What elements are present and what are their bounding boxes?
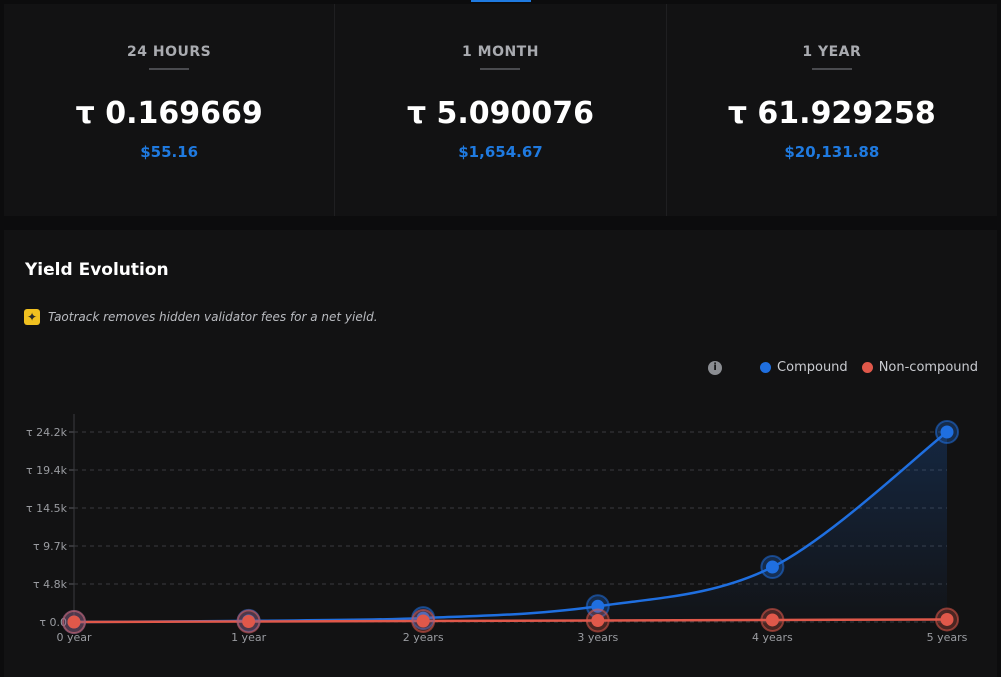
stat-card-24-hours: 24 HOURS τ 0.169669 $55.16 xyxy=(4,4,336,216)
compound-point xyxy=(940,425,954,439)
stat-usd: $55.16 xyxy=(140,143,199,161)
noncompound-point xyxy=(67,615,81,629)
compound-point xyxy=(765,560,779,574)
chart-legend: i Compound Non-compound xyxy=(708,360,978,375)
x-tick-label: 5 years xyxy=(927,631,968,644)
yield-stats: 24 HOURS τ 0.169669 $55.16 1 MONTH τ 5.0… xyxy=(4,4,997,216)
compound-area xyxy=(74,432,947,622)
x-tick-label: 3 years xyxy=(577,631,618,644)
x-tick-label: 0 year xyxy=(56,631,92,644)
stat-usd: $1,654.67 xyxy=(458,143,543,161)
x-tick-label: 4 years xyxy=(752,631,793,644)
magic-wand-icon: ✦ xyxy=(24,309,40,325)
stat-label: 24 HOURS xyxy=(127,44,212,60)
noncompound-point xyxy=(591,613,605,627)
stat-usd: $20,131.88 xyxy=(784,143,880,161)
stat-label: 1 MONTH xyxy=(462,44,539,60)
stat-value: τ 61.929258 xyxy=(727,96,936,131)
y-tick-label: τ 19.4k xyxy=(26,464,68,477)
yield-evolution-panel: Yield Evolution ✦ Taotrack removes hidde… xyxy=(4,230,997,677)
y-tick-label: τ 9.7k xyxy=(33,540,68,553)
y-tick-label: τ 24.2k xyxy=(26,426,68,439)
stat-value: τ 0.169669 xyxy=(75,96,263,131)
legend-noncompound-label: Non-compound xyxy=(878,360,978,375)
noncompound-series-line xyxy=(73,618,948,624)
x-tick-label: 1 year xyxy=(231,631,267,644)
y-tick-label: τ 4.8k xyxy=(33,578,68,591)
noncompound-point xyxy=(416,614,430,628)
active-tab-indicator xyxy=(471,0,531,2)
stat-card-1-year: 1 YEAR τ 61.929258 $20,131.88 xyxy=(666,4,997,216)
stat-divider xyxy=(480,68,521,70)
stat-divider xyxy=(149,68,190,70)
legend-noncompound[interactable]: Non-compound xyxy=(861,360,978,375)
compound-dot-icon xyxy=(760,362,772,373)
noncompound-point xyxy=(765,613,779,627)
noncompound-point xyxy=(940,612,954,626)
y-tick-label: τ 14.5k xyxy=(26,502,68,515)
note-text: Taotrack removes hidden validator fees f… xyxy=(48,310,378,324)
legend-compound-label: Compound xyxy=(777,360,848,375)
stat-value: τ 5.090076 xyxy=(406,96,595,131)
panel-title: Yield Evolution xyxy=(25,260,169,280)
legend-compound[interactable]: Compound xyxy=(760,360,848,375)
stat-card-1-month: 1 MONTH τ 5.090076 $1,654.67 xyxy=(335,4,667,216)
y-tick-label: τ 0.0 xyxy=(39,616,67,629)
stat-label: 1 YEAR xyxy=(802,44,862,60)
noncompound-dot-icon xyxy=(861,362,873,373)
info-icon[interactable]: i xyxy=(708,360,723,375)
yield-chart: τ 0.0 τ 4.8k τ 9.7k τ 14.5k τ 19.4k τ 24.2k 0 … xyxy=(26,414,968,644)
x-tick-label: 2 years xyxy=(403,631,444,644)
yield-note: ✦ Taotrack removes hidden validator fees… xyxy=(24,309,378,325)
noncompound-point xyxy=(242,614,256,628)
stat-divider xyxy=(811,68,852,70)
